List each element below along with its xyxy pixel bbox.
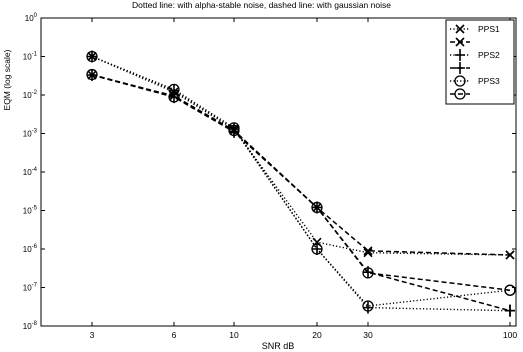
- data-point: [362, 267, 374, 279]
- x-axis-label: SNR dB: [262, 341, 295, 351]
- data-point: [228, 124, 240, 137]
- legend-marker: [455, 49, 465, 61]
- data-point: [504, 284, 516, 296]
- legend-label: PPS2: [478, 50, 500, 60]
- legend-marker: [455, 62, 465, 74]
- legend-marker: [454, 75, 466, 87]
- data-point: [311, 201, 323, 214]
- series-o-dashed: [86, 68, 516, 296]
- series-layer: [86, 50, 516, 317]
- data-point: [505, 304, 515, 317]
- data-point: [86, 68, 98, 81]
- y-tick-label: 10-8: [23, 321, 38, 331]
- x-tick-label: 100: [503, 330, 517, 340]
- data-point: [363, 248, 373, 258]
- legend-marker: [455, 37, 465, 47]
- data-point: [169, 91, 179, 104]
- y-tick-label: 10-6: [23, 244, 38, 254]
- legend: PPS1 PPS2 PPS3: [445, 19, 515, 105]
- plot-area: [40, 17, 517, 327]
- data-point: [86, 50, 98, 63]
- data-point: [311, 243, 323, 255]
- legend-entry: [450, 62, 470, 74]
- y-tick-label: 10-2: [23, 90, 38, 100]
- data-point: [168, 83, 180, 96]
- y-tick-label: 10-3: [23, 129, 38, 139]
- x-tick-label: 20: [312, 330, 322, 340]
- y-tick-label: 10-1: [23, 52, 38, 62]
- legend-entry: [450, 88, 470, 100]
- legend-entry: PPS1: [450, 24, 500, 34]
- legend-entry: PPS2: [450, 49, 500, 61]
- legend-entry: PPS3: [450, 75, 500, 87]
- x-tick-label: 10: [229, 330, 239, 340]
- x-tick-label: 6: [172, 330, 177, 340]
- x-tick-label: 3: [90, 330, 95, 340]
- data-point: [505, 250, 515, 260]
- y-tick-label: 10-4: [23, 167, 38, 177]
- y-tick-label: 10-5: [23, 206, 38, 216]
- y-axis: 100 10-1 10-2 10-3 10-4 10-5 10-6 10-7 10-8: [23, 13, 516, 331]
- legend-marker: [454, 88, 466, 100]
- legend-label: PPS3: [478, 76, 500, 86]
- y-tick-label: 100: [25, 13, 38, 23]
- legend-marker: [455, 24, 465, 34]
- legend-entry: [450, 37, 470, 47]
- series-line: [91, 73, 511, 291]
- data-point: [362, 300, 374, 312]
- y-axis-label: EQM (log scale): [2, 49, 12, 110]
- y-tick-label: 10-7: [23, 283, 38, 293]
- data-point: [363, 246, 373, 256]
- x-tick-label: 30: [363, 330, 373, 340]
- chart-title: Dotted line: with alpha-stable noise, da…: [132, 0, 391, 10]
- data-point: [168, 91, 180, 103]
- legend-label: PPS1: [478, 24, 500, 34]
